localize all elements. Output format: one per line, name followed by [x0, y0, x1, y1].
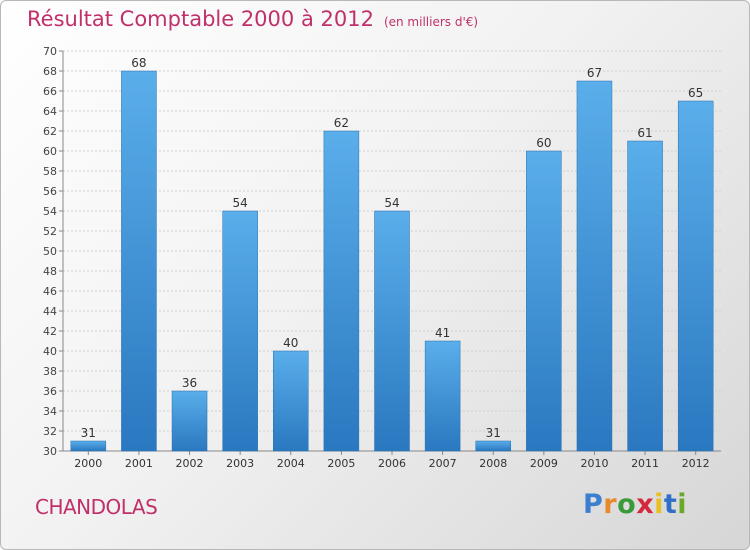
bar-2002: [171, 390, 208, 452]
commune-name: CHANDOLAS: [35, 495, 158, 519]
x-tick-label-2003: 2003: [226, 457, 254, 470]
y-tick-label: 66: [43, 85, 57, 98]
data-label-2003: 54: [233, 196, 248, 210]
chart-subtitle: (en milliers d'€): [383, 15, 479, 29]
y-tick-label: 52: [43, 225, 57, 238]
bars: [70, 70, 714, 452]
data-labels: 31 68 36 54 40 62 54 41 31 60 67 61 65: [81, 56, 704, 440]
bar-2000: [70, 440, 107, 452]
y-tick-labels: 30 32 34 36 38 40 42 44 46 48 50 52 54 56 58 60 62 64 66 68…: [43, 45, 57, 458]
x-tick-label-2007: 2007: [429, 457, 457, 470]
logo-letter: P: [583, 489, 604, 520]
x-tick-label-2004: 2004: [277, 457, 305, 470]
bar-2010: [576, 80, 613, 452]
proxiti-logo: Proxiti: [583, 489, 687, 520]
y-tick-label: 46: [43, 285, 57, 298]
bar-2011: [627, 140, 663, 452]
logo-letter: r: [603, 489, 618, 520]
y-tick-label: 32: [43, 425, 57, 438]
logo-letter: i: [677, 489, 688, 520]
chart-title: Résultat Comptable 2000 à 2012 (en millie…: [27, 7, 478, 31]
bar-2003: [222, 210, 258, 452]
bar-2007: [424, 340, 461, 452]
y-tick-label: 62: [43, 125, 57, 138]
x-tick-label-2008: 2008: [479, 457, 507, 470]
y-tick-label: 34: [43, 405, 57, 418]
data-label-2004: 40: [283, 336, 298, 350]
data-label-2000: 31: [81, 426, 96, 440]
data-label-2012: 65: [688, 86, 703, 100]
y-tick-label: 58: [43, 165, 57, 178]
logo-letter: t: [663, 489, 678, 520]
logo-letter: x: [636, 489, 655, 520]
bar-2005: [323, 130, 360, 452]
data-label-2010: 67: [587, 66, 602, 80]
x-tick-label-2011: 2011: [631, 457, 659, 470]
logo-letter: i: [654, 489, 664, 520]
x-tick-label-2009: 2009: [530, 457, 558, 470]
data-label-2008: 31: [486, 426, 501, 440]
x-tick-label-2000: 2000: [74, 457, 102, 470]
y-tick-label: 50: [43, 245, 57, 258]
data-label-2002: 36: [182, 376, 197, 390]
bar-2001: [121, 70, 157, 452]
data-label-2007: 41: [435, 326, 450, 340]
data-label-2011: 61: [637, 126, 652, 140]
bar-2012: [677, 100, 714, 452]
chart-title-text: Résultat Comptable 2000 à 2012: [27, 7, 374, 31]
y-tick-label: 48: [43, 265, 57, 278]
y-tick-label: 64: [43, 105, 57, 118]
y-tick-label: 36: [43, 385, 57, 398]
y-tick-label: 70: [43, 45, 57, 58]
y-tick-label: 68: [43, 65, 57, 78]
x-tick-label-2002: 2002: [176, 457, 204, 470]
y-tick-label: 60: [43, 145, 57, 158]
data-label-2005: 62: [334, 116, 349, 130]
y-tick-label: 40: [43, 345, 57, 358]
bar-2008: [475, 440, 511, 452]
x-tick-labels: 2000 2001 2002 2003 2004 2005 2006 2007 2008 2009…: [74, 457, 709, 470]
bar-2004: [273, 350, 309, 452]
x-tick-label-2001: 2001: [125, 457, 153, 470]
y-tick-label: 54: [43, 205, 57, 218]
bar-2009: [526, 150, 562, 452]
y-tick-label: 56: [43, 185, 57, 198]
y-tick-label: 44: [43, 305, 57, 318]
y-tick-label: 42: [43, 325, 57, 338]
x-tick-label-2012: 2012: [682, 457, 710, 470]
x-tick-label-2005: 2005: [327, 457, 355, 470]
data-label-2001: 68: [131, 56, 146, 70]
logo-letter: o: [617, 489, 637, 520]
x-tick-label-2010: 2010: [580, 457, 608, 470]
data-label-2006: 54: [384, 196, 399, 210]
x-tick-label-2006: 2006: [378, 457, 406, 470]
y-tick-label: 30: [43, 445, 57, 458]
bar-2006: [374, 210, 410, 452]
y-tick-label: 38: [43, 365, 57, 378]
data-label-2009: 60: [536, 136, 551, 150]
